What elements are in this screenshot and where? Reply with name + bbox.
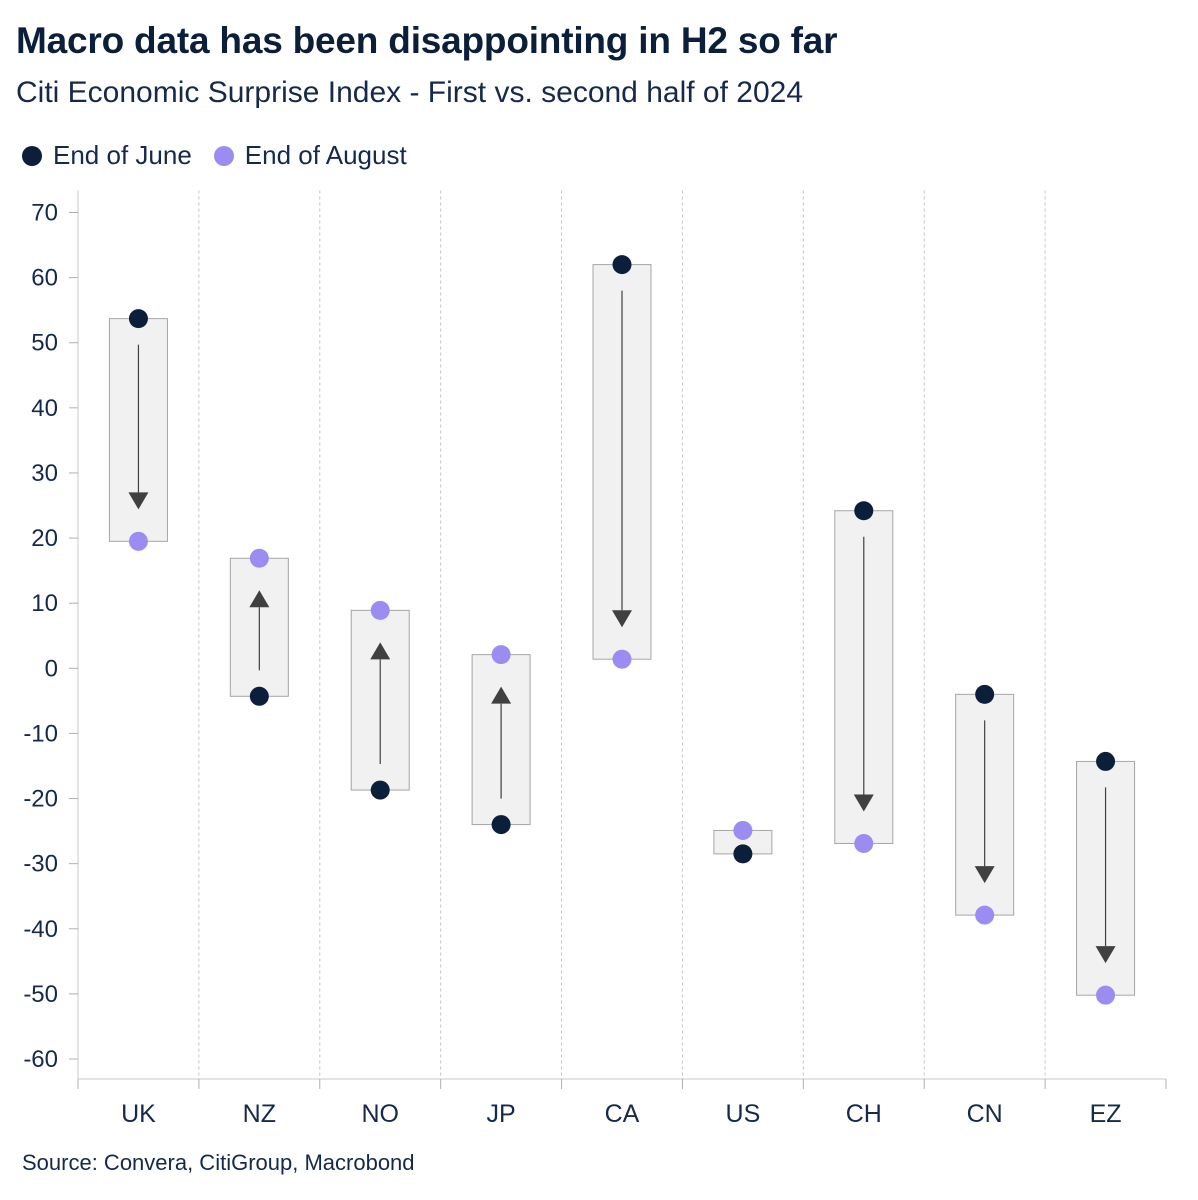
x-tick-label-cn: CN xyxy=(967,1100,1003,1128)
y-tick-label: 30 xyxy=(31,460,58,487)
legend-label-end-of-august: End of August xyxy=(244,140,407,170)
change-arrow-head-ca xyxy=(612,610,632,628)
point-end-of-august-uk xyxy=(128,531,148,551)
y-tick-label: 70 xyxy=(31,200,58,227)
legend-item-end-of-august: End of August xyxy=(213,140,407,171)
point-end-of-august-ez xyxy=(1096,985,1116,1005)
x-tick-label-uk: UK xyxy=(121,1100,156,1128)
point-end-of-june-no xyxy=(370,780,390,800)
chart-title: Macro data has been disappointing in H2 … xyxy=(16,20,838,61)
change-arrow-head-cn xyxy=(974,866,995,884)
legend-item-end-of-june: End of June xyxy=(22,140,192,171)
y-tick-label: 40 xyxy=(31,395,58,422)
point-end-of-august-ca xyxy=(612,649,632,669)
change-arrow-head-nz xyxy=(249,590,270,608)
point-end-of-june-nz xyxy=(249,686,269,706)
y-tick-label: 50 xyxy=(31,330,58,357)
y-tick-label: 10 xyxy=(31,590,58,617)
chart-subtitle: Citi Economic Surprise Index - First vs.… xyxy=(16,76,804,109)
x-tick-label-ca: CA xyxy=(605,1100,640,1128)
y-tick-label: -50 xyxy=(23,981,58,1008)
change-arrow-head-ez xyxy=(1095,946,1116,964)
point-end-of-august-no xyxy=(370,600,390,620)
point-end-of-june-cn xyxy=(975,684,995,704)
y-tick-label: -60 xyxy=(23,1046,58,1073)
point-end-of-august-nz xyxy=(249,548,269,568)
change-arrow-head-uk xyxy=(128,492,149,510)
y-tick-label: -30 xyxy=(23,851,58,878)
y-tick-label: -10 xyxy=(23,720,58,747)
source-note: Source: Convera, CitiGroup, Macrobond xyxy=(22,1150,415,1175)
point-end-of-august-jp xyxy=(491,645,511,665)
point-end-of-august-us xyxy=(733,820,753,840)
x-tick-label-nz: NZ xyxy=(243,1100,276,1128)
x-tick-label-jp: JP xyxy=(487,1100,516,1128)
change-arrow-head-jp xyxy=(491,686,512,704)
y-tick-label: 0 xyxy=(45,655,58,682)
legend-marker-end-of-august-icon xyxy=(213,145,234,166)
legend-label-end-of-june: End of June xyxy=(53,140,192,170)
point-end-of-august-ch xyxy=(854,833,874,853)
y-tick-label: 60 xyxy=(31,265,58,292)
point-end-of-june-ca xyxy=(612,255,632,275)
change-arrow-head-no xyxy=(370,642,391,660)
x-tick-label-ch: CH xyxy=(846,1100,882,1128)
x-tick-label-ez: EZ xyxy=(1090,1100,1122,1128)
point-end-of-june-us xyxy=(733,844,753,864)
y-tick-label: -40 xyxy=(23,916,58,943)
point-end-of-august-cn xyxy=(975,905,995,925)
point-end-of-june-uk xyxy=(128,309,148,329)
legend-marker-end-of-june-icon xyxy=(22,145,42,166)
point-end-of-june-ch xyxy=(854,501,874,521)
y-tick-label: -20 xyxy=(23,786,58,813)
point-end-of-june-ez xyxy=(1096,751,1116,771)
point-end-of-june-jp xyxy=(491,815,511,835)
x-tick-label-us: US xyxy=(726,1100,761,1128)
x-tick-label-no: NO xyxy=(361,1100,399,1128)
legend: End of June End of August xyxy=(22,140,429,171)
y-tick-label: 20 xyxy=(31,525,58,552)
change-arrow-head-ch xyxy=(853,794,874,812)
